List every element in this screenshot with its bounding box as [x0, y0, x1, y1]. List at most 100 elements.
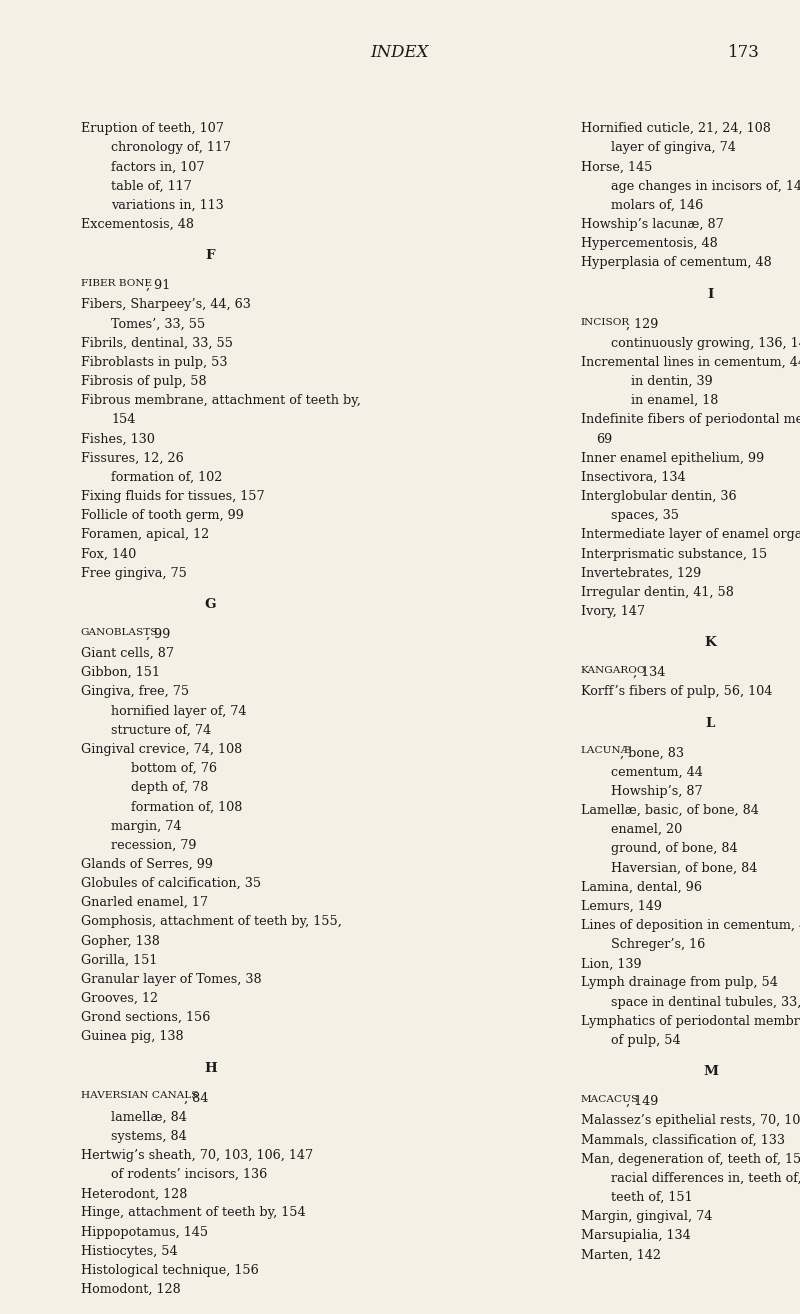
Text: Tomes’, 33, 55: Tomes’, 33, 55 [111, 318, 206, 331]
Text: Gorilla, 151: Gorilla, 151 [81, 954, 157, 967]
Text: , 91: , 91 [146, 279, 170, 292]
Text: Inner enamel epithelium, 99: Inner enamel epithelium, 99 [581, 452, 764, 465]
Text: Fox, 140: Fox, 140 [81, 548, 136, 561]
Text: Schreger’s, 16: Schreger’s, 16 [611, 938, 706, 951]
Text: molars of, 146: molars of, 146 [611, 198, 703, 212]
Text: GANOBLASTS: GANOBLASTS [81, 628, 158, 637]
Text: of pulp, 54: of pulp, 54 [611, 1034, 681, 1047]
Text: Man, degeneration of, teeth of, 152: Man, degeneration of, teeth of, 152 [581, 1152, 800, 1166]
Text: Fibroblasts in pulp, 53: Fibroblasts in pulp, 53 [81, 356, 227, 369]
Text: 173: 173 [728, 45, 760, 62]
Text: variations in, 113: variations in, 113 [111, 198, 224, 212]
Text: G: G [205, 598, 216, 611]
Text: F: F [206, 250, 215, 263]
Text: formation of, 102: formation of, 102 [111, 470, 222, 484]
Text: hornified layer of, 74: hornified layer of, 74 [111, 704, 246, 717]
Text: , 84: , 84 [185, 1092, 209, 1105]
Text: , 149: , 149 [626, 1095, 658, 1108]
Text: HAVERSIAN CANALS: HAVERSIAN CANALS [81, 1092, 198, 1101]
Text: Fissures, 12, 26: Fissures, 12, 26 [81, 452, 183, 465]
Text: age changes in incisors of, 146: age changes in incisors of, 146 [611, 180, 800, 193]
Text: Foramen, apical, 12: Foramen, apical, 12 [81, 528, 209, 541]
Text: Lamina, dental, 96: Lamina, dental, 96 [581, 880, 702, 894]
Text: Giant cells, 87: Giant cells, 87 [81, 646, 174, 660]
Text: Gopher, 138: Gopher, 138 [81, 934, 159, 947]
Text: L: L [706, 716, 715, 729]
Text: Howship’s, 87: Howship’s, 87 [611, 784, 702, 798]
Text: Korff’s fibers of pulp, 56, 104: Korff’s fibers of pulp, 56, 104 [581, 686, 772, 698]
Text: INDEX: INDEX [370, 45, 430, 62]
Text: H: H [204, 1062, 217, 1075]
Text: Lamellæ, basic, of bone, 84: Lamellæ, basic, of bone, 84 [581, 804, 758, 817]
Text: Histological technique, 156: Histological technique, 156 [81, 1264, 258, 1277]
Text: Marten, 142: Marten, 142 [581, 1248, 661, 1261]
Text: M: M [703, 1066, 718, 1079]
Text: chronology of, 117: chronology of, 117 [111, 142, 231, 154]
Text: K: K [705, 636, 717, 649]
Text: bottom of, 76: bottom of, 76 [130, 762, 217, 775]
Text: Hypercementosis, 48: Hypercementosis, 48 [581, 238, 718, 250]
Text: cementum, 44: cementum, 44 [611, 766, 703, 779]
Text: LACUNÆ: LACUNÆ [581, 746, 632, 756]
Text: systems, 84: systems, 84 [111, 1130, 187, 1143]
Text: of rodents’ incisors, 136: of rodents’ incisors, 136 [111, 1168, 267, 1181]
Text: Interprismatic substance, 15: Interprismatic substance, 15 [581, 548, 767, 561]
Text: depth of, 78: depth of, 78 [130, 781, 208, 794]
Text: Haversian, of bone, 84: Haversian, of bone, 84 [611, 862, 758, 875]
Text: Glands of Serres, 99: Glands of Serres, 99 [81, 858, 213, 871]
Text: formation of, 108: formation of, 108 [130, 800, 242, 813]
Text: Grond sections, 156: Grond sections, 156 [81, 1012, 210, 1024]
Text: Hinge, attachment of teeth by, 154: Hinge, attachment of teeth by, 154 [81, 1206, 305, 1219]
Text: Guinea pig, 138: Guinea pig, 138 [81, 1030, 183, 1043]
Text: Hertwig’s sheath, 70, 103, 106, 147: Hertwig’s sheath, 70, 103, 106, 147 [81, 1148, 313, 1162]
Text: Horse, 145: Horse, 145 [581, 160, 652, 173]
Text: , 129: , 129 [626, 318, 658, 331]
Text: Malassez’s epithelial rests, 70, 107: Malassez’s epithelial rests, 70, 107 [581, 1114, 800, 1127]
Text: 69: 69 [596, 432, 612, 445]
Text: ground, of bone, 84: ground, of bone, 84 [611, 842, 738, 855]
Text: Gomphosis, attachment of teeth by, 155,: Gomphosis, attachment of teeth by, 155, [81, 916, 342, 928]
Text: Fibrosis of pulp, 58: Fibrosis of pulp, 58 [81, 374, 206, 388]
Text: , 99: , 99 [146, 628, 170, 641]
Text: Lymphatics of periodontal membrane, 70: Lymphatics of periodontal membrane, 70 [581, 1014, 800, 1028]
Text: Hyperplasia of cementum, 48: Hyperplasia of cementum, 48 [581, 256, 771, 269]
Text: racial differences in, teeth of, 152: racial differences in, teeth of, 152 [611, 1172, 800, 1185]
Text: margin, 74: margin, 74 [111, 820, 182, 833]
Text: table of, 117: table of, 117 [111, 180, 192, 193]
Text: 154: 154 [111, 414, 135, 426]
Text: Interglobular dentin, 36: Interglobular dentin, 36 [581, 490, 736, 503]
Text: teeth of, 151: teeth of, 151 [611, 1190, 693, 1204]
Text: Excementosis, 48: Excementosis, 48 [81, 218, 194, 231]
Text: Intermediate layer of enamel organ, 99: Intermediate layer of enamel organ, 99 [581, 528, 800, 541]
Text: spaces, 35: spaces, 35 [611, 510, 679, 522]
Text: Fixing fluids for tissues, 157: Fixing fluids for tissues, 157 [81, 490, 264, 503]
Text: Lemurs, 149: Lemurs, 149 [581, 900, 662, 913]
Text: layer of gingiva, 74: layer of gingiva, 74 [611, 142, 736, 154]
Text: MACACUS: MACACUS [581, 1095, 639, 1104]
Text: Gingiva, free, 75: Gingiva, free, 75 [81, 686, 189, 698]
Text: in dentin, 39: in dentin, 39 [630, 374, 712, 388]
Text: Margin, gingival, 74: Margin, gingival, 74 [581, 1210, 712, 1223]
Text: FIBER BONE: FIBER BONE [81, 279, 152, 288]
Text: structure of, 74: structure of, 74 [111, 724, 211, 737]
Text: Insectivora, 134: Insectivora, 134 [581, 470, 685, 484]
Text: Follicle of tooth germ, 99: Follicle of tooth germ, 99 [81, 510, 243, 522]
Text: in enamel, 18: in enamel, 18 [630, 394, 718, 407]
Text: I: I [707, 288, 714, 301]
Text: Histiocytes, 54: Histiocytes, 54 [81, 1244, 177, 1257]
Text: Lymph drainage from pulp, 54: Lymph drainage from pulp, 54 [581, 976, 778, 989]
Text: Gnarled enamel, 17: Gnarled enamel, 17 [81, 896, 207, 909]
Text: Mammals, classification of, 133: Mammals, classification of, 133 [581, 1134, 785, 1146]
Text: Incremental lines in cementum, 44: Incremental lines in cementum, 44 [581, 356, 800, 369]
Text: Indefinite fibers of periodontal membrane: Indefinite fibers of periodontal membran… [581, 414, 800, 426]
Text: lamellæ, 84: lamellæ, 84 [111, 1110, 187, 1123]
Text: Fibrils, dentinal, 33, 55: Fibrils, dentinal, 33, 55 [81, 336, 233, 350]
Text: Ivory, 147: Ivory, 147 [581, 604, 645, 618]
Text: continuously growing, 136, 147: continuously growing, 136, 147 [611, 336, 800, 350]
Text: factors in, 107: factors in, 107 [111, 160, 205, 173]
Text: enamel, 20: enamel, 20 [611, 823, 682, 836]
Text: INCISOR: INCISOR [581, 318, 630, 327]
Text: recession, 79: recession, 79 [111, 838, 197, 851]
Text: Free gingiva, 75: Free gingiva, 75 [81, 566, 186, 579]
Text: Hippopotamus, 145: Hippopotamus, 145 [81, 1226, 208, 1239]
